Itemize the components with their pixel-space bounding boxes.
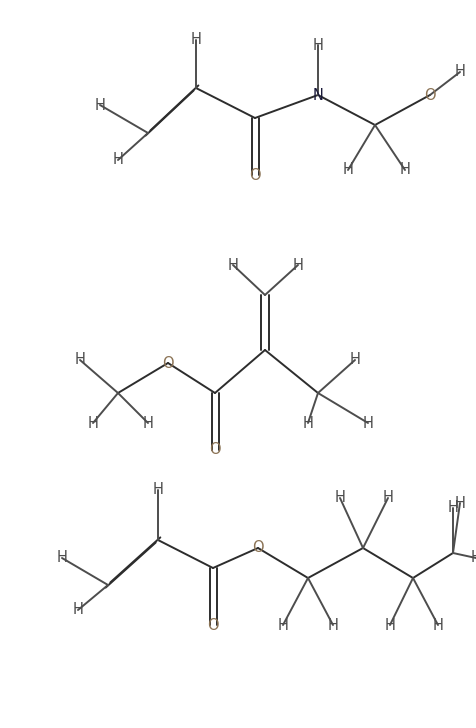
Text: H: H bbox=[363, 416, 374, 430]
Text: H: H bbox=[75, 352, 85, 368]
Text: H: H bbox=[343, 162, 354, 178]
Text: H: H bbox=[293, 258, 303, 272]
Text: H: H bbox=[72, 603, 83, 617]
Text: H: H bbox=[153, 483, 163, 497]
Text: H: H bbox=[327, 617, 338, 633]
Text: O: O bbox=[207, 617, 219, 633]
Text: H: H bbox=[303, 416, 313, 430]
Text: O: O bbox=[162, 355, 174, 371]
Text: H: H bbox=[471, 550, 476, 566]
Text: O: O bbox=[252, 540, 264, 555]
Text: H: H bbox=[349, 352, 360, 368]
Text: H: H bbox=[143, 416, 153, 430]
Text: H: H bbox=[313, 38, 323, 52]
Text: H: H bbox=[447, 501, 458, 515]
Text: H: H bbox=[57, 550, 68, 566]
Text: H: H bbox=[385, 617, 396, 633]
Text: O: O bbox=[424, 87, 436, 103]
Text: H: H bbox=[112, 152, 123, 167]
Text: H: H bbox=[228, 258, 238, 272]
Text: H: H bbox=[190, 33, 201, 47]
Text: H: H bbox=[335, 491, 346, 505]
Text: H: H bbox=[278, 617, 288, 633]
Text: H: H bbox=[455, 65, 466, 79]
Text: O: O bbox=[249, 167, 261, 183]
Text: H: H bbox=[455, 496, 466, 510]
Text: O: O bbox=[209, 443, 221, 457]
Text: H: H bbox=[433, 617, 444, 633]
Text: H: H bbox=[399, 162, 410, 178]
Text: N: N bbox=[313, 87, 323, 103]
Text: H: H bbox=[88, 416, 99, 430]
Text: H: H bbox=[95, 98, 106, 113]
Text: H: H bbox=[383, 491, 394, 505]
